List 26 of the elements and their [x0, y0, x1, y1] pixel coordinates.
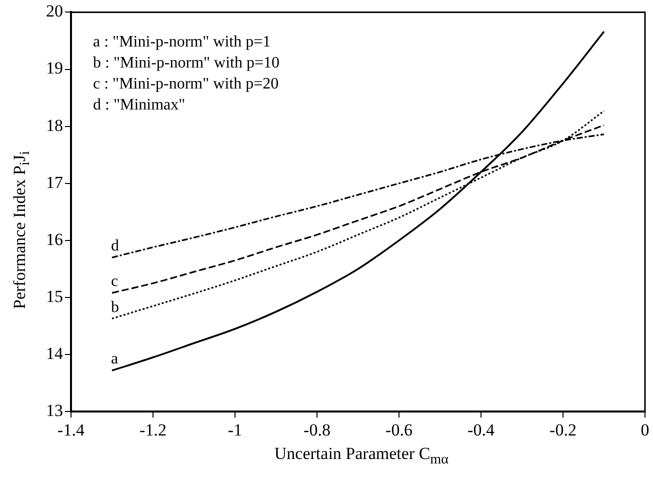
y-tick-label: 17 [46, 172, 64, 192]
y-tick-label: 13 [46, 401, 63, 420]
x-tick-label: -0.4 [468, 420, 495, 440]
x-axis-title: Uncertain Parameter C$_{mα}$ [273, 444, 450, 468]
line-series [111, 30, 605, 372]
x-tick-label: -0.6 [386, 420, 412, 440]
y-tick-label: 16 [46, 230, 63, 249]
series-label: d [111, 238, 119, 255]
series-label: c [111, 273, 118, 290]
annotation: b : "Mini-p-norm" with p=10 [93, 54, 280, 72]
series-label: b [111, 298, 119, 316]
y-tick-label: 20 [46, 2, 63, 21]
y-tick-label: 15 [46, 286, 63, 306]
annotation: c : "Mini-p-norm" with p=20 [93, 75, 279, 92]
annotation: d : "Minimax" [93, 96, 186, 114]
y-tick-label: 19 [46, 58, 63, 78]
x-tick-label: -0.2 [550, 420, 576, 440]
x-tick-label: -1.2 [140, 420, 166, 440]
x-tick-label: -1.4 [58, 420, 85, 440]
x-tick-label: -1 [228, 420, 242, 440]
annotation: a : "Mini-p-norm" with p=1 [93, 33, 271, 50]
y-tick-label: 18 [46, 116, 63, 135]
series-label: a [111, 350, 118, 368]
x-tick-label: -0.8 [304, 420, 330, 440]
x-tick-label: 0 [640, 420, 650, 440]
y-tick-label: 14 [46, 344, 64, 364]
